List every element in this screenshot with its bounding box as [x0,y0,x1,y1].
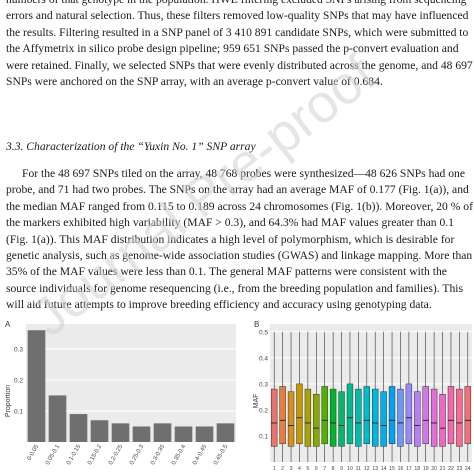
section-heading: 3.3. Characterization of the “Yuxin No. … [6,140,256,153]
x-tick-label-b: 24 [465,466,471,472]
y-tick-label-b: 0.5 [259,329,268,336]
x-tick-label-b: 15 [389,466,395,472]
x-tick-label-b: 11 [356,466,361,472]
x-tick-label-b: 4 [298,466,301,472]
box [355,388,362,447]
bar [90,420,109,442]
bar [153,423,172,442]
box [346,383,354,445]
bar [174,426,193,442]
box [397,388,404,447]
box [422,386,429,445]
box [287,391,295,447]
y-tick-label-b: 0.2 [259,407,268,414]
x-tick-label-b: 8 [332,466,335,472]
box [271,388,278,447]
y-axis-label-b: MAF [253,394,260,409]
x-tick-label-b: 18 [414,466,420,472]
box [296,383,303,445]
bar [195,426,214,442]
box [279,386,286,445]
figure-1b-box-plot: B MAF 0.10.20.30.40.5 1 2 3 4 5 6 7 8 9 10 11 12 13 1… [250,316,474,474]
box [447,386,455,445]
y-tick-label-b: 0.1 [259,433,268,440]
x-tick-label-b: 3 [290,466,293,472]
box [338,391,345,447]
bar [27,330,46,442]
y-tick-label-b: 0.4 [259,355,268,362]
y-tick-label-a: 0.2 [14,377,23,384]
x-tick-label-b: 17 [406,466,412,472]
x-tick-label-b: 19 [423,466,429,472]
y-tick-label-a: 0.1 [14,408,23,415]
plot-panel-b [270,324,472,462]
box [430,388,438,447]
y-tick-label-b: 0.3 [259,381,268,388]
box [321,386,328,445]
x-tick-label-b: 1 [273,466,276,472]
bar [69,414,88,442]
x-tick-label-b: 10 [347,466,353,472]
x-tick-label-b: 2 [281,466,284,472]
bar [111,423,130,442]
panel-label-b: B [254,320,259,329]
x-tick-label-b: 14 [381,466,387,472]
box [304,388,312,447]
x-tick-label-b: 22 [448,466,454,472]
box [405,383,413,445]
y-axis-label-a: Proportion [5,385,12,417]
x-tick-label-b: 12 [364,466,370,472]
box [388,386,396,445]
box [372,388,379,447]
box [363,386,370,445]
y-tick-label-a: 0.3 [14,346,23,353]
x-tick-label-b: 16 [398,466,404,472]
x-tick-label-b: 7 [323,466,326,472]
x-tick-label-b: 23 [456,466,462,472]
bar [132,426,151,442]
box [414,391,421,447]
box [439,394,446,447]
x-tick-label-b: 5 [306,466,309,472]
x-tick-label-b: 20 [431,466,437,472]
bar [48,395,67,442]
x-tick-label-b: 6 [315,466,318,472]
box [329,388,337,447]
panel-label-a: A [5,320,11,329]
box [313,394,320,447]
x-tick-label-b: 9 [340,466,343,472]
bar [216,423,235,442]
paragraph-top: numbers of that genotype in the populati… [6,0,473,89]
box [456,388,463,447]
figure-1a-bar-chart: A Proportion 0.10.20.3 0-0.05 0.05-0.1 0.1… [0,316,240,474]
x-tick-label-b: 13 [372,466,378,472]
box [380,391,387,447]
box [464,386,471,445]
paragraph-main: For the 48 697 SNPs tiled on the array, … [6,167,473,312]
x-tick-label-b: 21 [440,466,446,472]
